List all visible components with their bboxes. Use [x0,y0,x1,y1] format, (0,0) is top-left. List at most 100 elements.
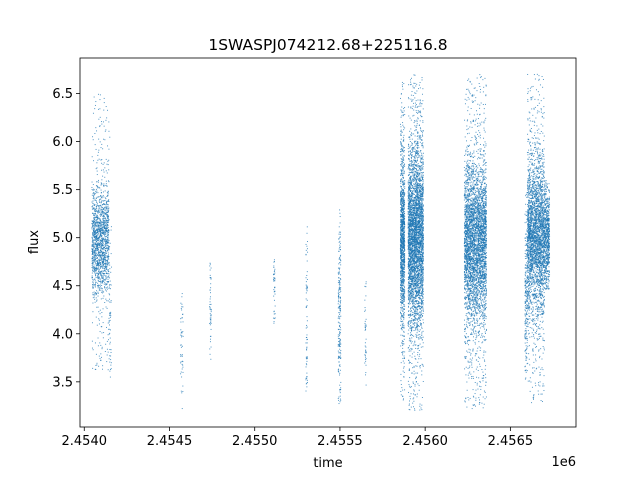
flux-point [93,192,95,194]
flux-point [419,343,421,345]
flux-point [408,384,410,386]
flux-point [98,264,100,266]
flux-point [408,98,410,100]
flux-point [401,307,403,309]
flux-point [413,285,415,287]
flux-point [422,246,424,248]
flux-point [104,217,106,219]
flux-point [94,212,96,214]
flux-point [339,325,341,327]
flux-point [415,168,417,170]
flux-point [409,173,411,175]
flux-point [101,183,103,185]
flux-point [413,298,415,300]
flux-point [273,299,275,301]
flux-point [98,230,100,232]
flux-point [103,204,105,205]
flux-point [95,201,97,203]
flux-point [96,218,98,220]
flux-point [101,260,103,262]
flux-point [273,280,275,282]
flux-point [338,289,340,291]
flux-point [402,352,404,354]
flux-point [409,195,411,197]
flux-point [402,181,404,183]
flux-point [402,290,404,292]
flux-point [102,217,104,219]
flux-point [95,101,97,103]
flux-point [92,202,94,204]
flux-point [408,287,410,289]
flux-point [305,277,307,279]
flux-point [100,298,102,300]
flux-point [417,165,419,167]
flux-point [339,258,341,260]
flux-point [109,284,111,286]
flux-point [339,242,341,244]
flux-point [94,209,96,211]
flux-point [98,311,100,313]
flux-point [95,235,97,237]
flux-point [273,280,275,282]
flux-point [402,181,404,183]
flux-point [93,256,95,258]
flux-point [102,212,104,214]
flux-point [403,290,405,292]
flux-point [103,97,105,99]
flux-point [103,252,105,254]
flux-point [422,294,424,295]
flux-point [400,262,402,264]
flux-point [416,151,418,153]
flux-point [95,208,97,210]
flux-point [401,267,403,269]
flux-point [400,272,402,274]
flux-point [339,398,341,400]
flux-point [416,365,418,367]
flux-point [182,321,184,323]
flux-point [410,204,412,206]
flux-point [401,285,403,287]
flux-point [402,354,404,356]
flux-point [413,286,415,288]
flux-point [419,103,421,105]
flux-point [109,314,111,316]
flux-point [421,326,423,328]
flux-point [100,232,102,234]
flux-point [209,277,211,279]
flux-point [419,314,421,316]
flux-point [93,217,95,219]
flux-point [419,365,421,367]
flux-point [418,202,420,204]
flux-point [399,209,401,211]
flux-point [101,196,103,198]
flux-point [403,294,405,296]
flux-point [105,251,107,253]
flux-point [408,310,410,312]
flux-point [415,172,417,174]
flux-point [401,327,403,329]
flux-point [338,399,340,401]
flux-point [416,126,418,128]
flux-point [101,348,103,350]
flux-point [401,274,403,276]
flux-point [401,173,403,175]
flux-point [401,340,403,342]
flux-point [365,318,367,320]
flux-point [412,212,414,214]
flux-point [108,209,110,211]
flux-point [410,220,412,222]
flux-point [403,275,405,277]
flux-point [401,211,403,213]
flux-point [305,363,307,365]
flux-point [400,190,402,192]
flux-point [400,116,402,118]
flux-point [101,247,103,249]
flux-point [96,276,98,278]
flux-point [421,158,423,160]
flux-point [94,228,96,230]
flux-point [107,216,109,218]
flux-point [103,102,105,104]
flux-point [413,87,415,89]
flux-point [401,247,403,249]
flux-point [403,264,405,266]
